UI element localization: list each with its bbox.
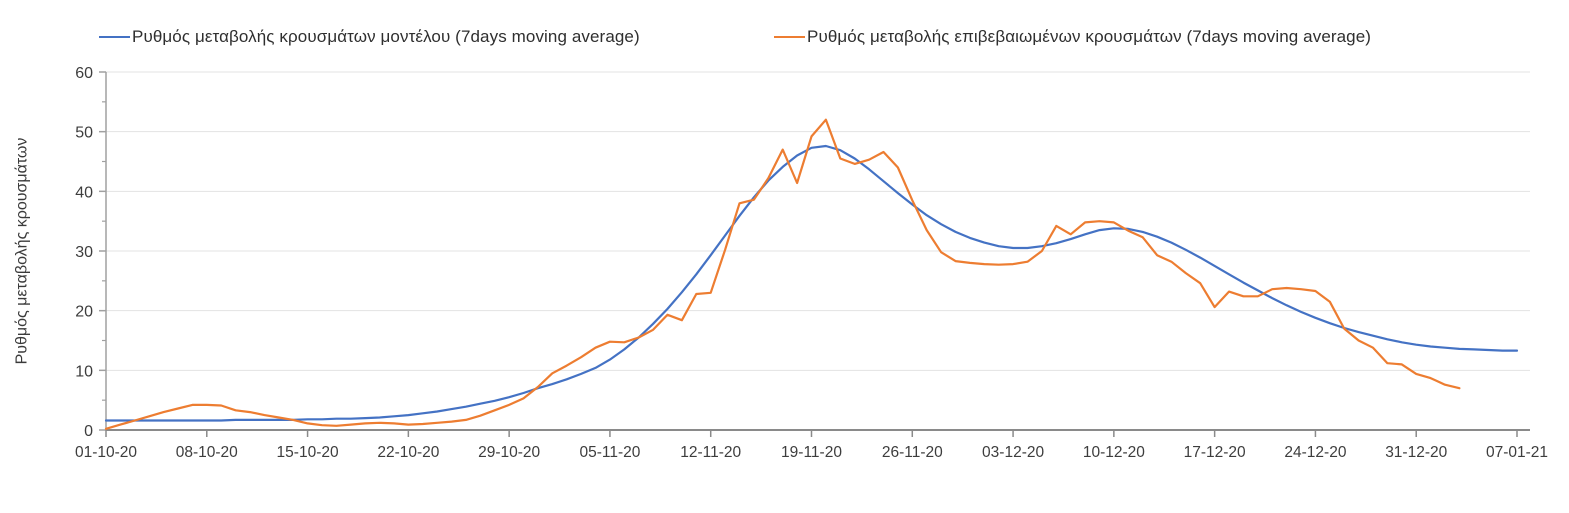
y-tick-label: 40: [75, 184, 93, 201]
y-tick-label: 10: [75, 363, 93, 380]
series-line-confirmed: [104, 118, 1461, 430]
x-tick-label: 29-10-20: [478, 444, 540, 461]
legend-item-confirmed: Ρυθμός μεταβολής επιβεβαιωμένων κρουσμάτ…: [774, 26, 1371, 48]
x-tick-label: 26-11-20: [882, 444, 943, 461]
y-tick-label: 30: [75, 244, 93, 261]
y-axis-ticks: 0 10 20 30 40 50 60: [75, 65, 106, 440]
legend-line-swatch-confirmed: [774, 36, 805, 38]
legend-line-swatch-model: [99, 36, 130, 38]
x-tick-label: 07-01-21: [1486, 444, 1548, 461]
y-tick-label: 50: [75, 125, 93, 142]
legend-label-model: Ρυθμός μεταβολής κρουσμάτων μοντέλου (7d…: [132, 27, 640, 46]
y-tick-label: 0: [84, 423, 93, 440]
x-tick-label: 05-11-20: [579, 444, 640, 461]
legend-item-model: Ρυθμός μεταβολής κρουσμάτων μοντέλου (7d…: [99, 26, 640, 48]
x-tick-label: 17-12-20: [1184, 444, 1246, 461]
x-tick-label: 15-10-20: [277, 444, 339, 461]
x-tick-label: 08-10-20: [176, 444, 238, 461]
x-tick-label: 19-11-20: [781, 444, 842, 461]
x-tick-label: 24-12-20: [1284, 444, 1346, 461]
x-axis-ticks: 01-10-20 08-10-20 15-10-20 22-10-20 29-10-20…: [75, 430, 1548, 461]
x-tick-label: 12-11-20: [680, 444, 741, 461]
x-tick-label: 03-12-20: [982, 444, 1044, 461]
y-tick-label: 60: [75, 65, 93, 82]
gridlines: [106, 71, 1530, 371]
x-tick-label: 22-10-20: [377, 444, 439, 461]
legend-label-confirmed: Ρυθμός μεταβολής επιβεβαιωμένων κρουσμάτ…: [807, 27, 1372, 46]
x-tick-label: 01-10-20: [75, 444, 137, 461]
x-tick-label: 31-12-20: [1385, 444, 1447, 461]
series-line-model: [104, 144, 1519, 422]
x-tick-label: 10-12-20: [1083, 444, 1145, 461]
y-tick-label: 20: [75, 304, 93, 321]
